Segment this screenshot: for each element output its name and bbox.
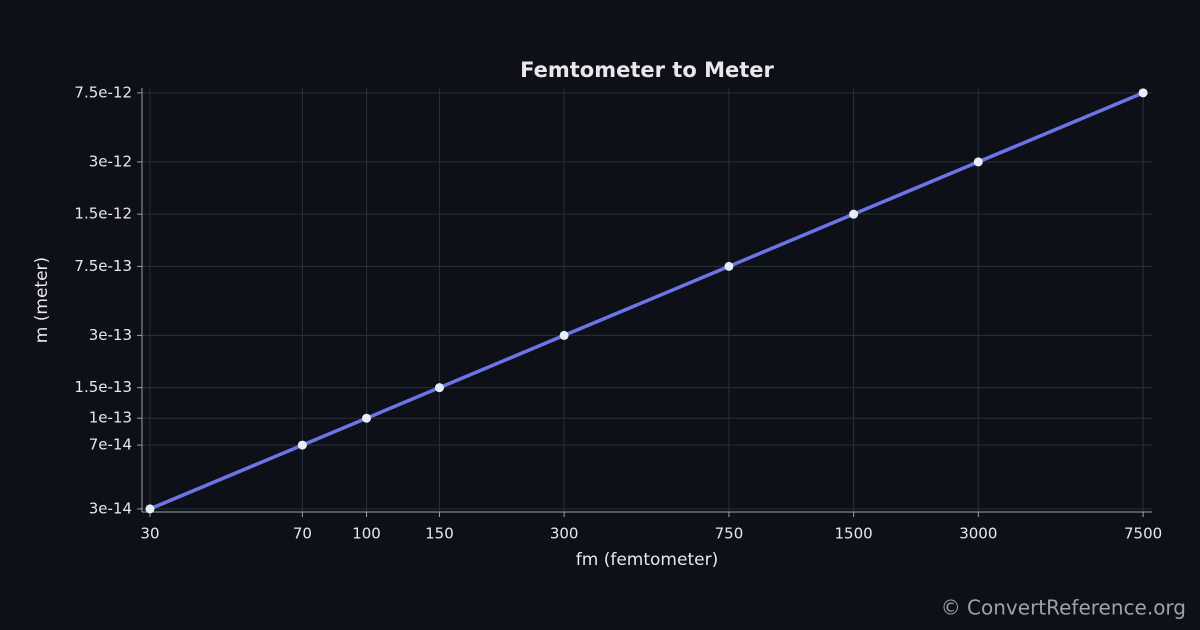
point [297,440,307,450]
point [724,261,734,271]
point [973,157,983,167]
y-tick-label: 1.5e-13 [74,378,132,396]
point [434,383,444,393]
y-tick-label: 7.5e-12 [74,83,132,101]
x-tick-label: 150 [425,525,454,543]
y-tick-label: 1e-13 [89,409,132,427]
x-tick-label: 300 [550,525,579,543]
y-tick-label: 1.5e-12 [74,205,132,223]
y-axis-label: m (meter) [32,257,52,343]
x-tick-label: 7500 [1124,525,1162,543]
x-tick-label: 100 [352,525,381,543]
point [559,330,569,340]
y-tick-label: 3e-12 [89,152,132,170]
point [849,209,859,219]
x-tick-label: 70 [293,525,312,543]
point [145,504,155,514]
x-tick-label: 750 [715,525,744,543]
point [1138,88,1148,98]
y-tick-label: 7e-14 [89,436,132,454]
y-tick-label: 3e-13 [89,326,132,344]
credit: © ConvertReference.org [941,596,1186,620]
y-tick-label: 3e-14 [89,499,132,517]
y-tick-label: 7.5e-13 [74,257,132,275]
chart-title: Femtometer to Meter [520,58,774,82]
x-tick-label: 30 [140,525,159,543]
x-axis-label: fm (femtometer) [576,550,718,570]
x-tick-label: 1500 [835,525,873,543]
x-tick-label: 3000 [959,525,997,543]
point [362,413,372,423]
